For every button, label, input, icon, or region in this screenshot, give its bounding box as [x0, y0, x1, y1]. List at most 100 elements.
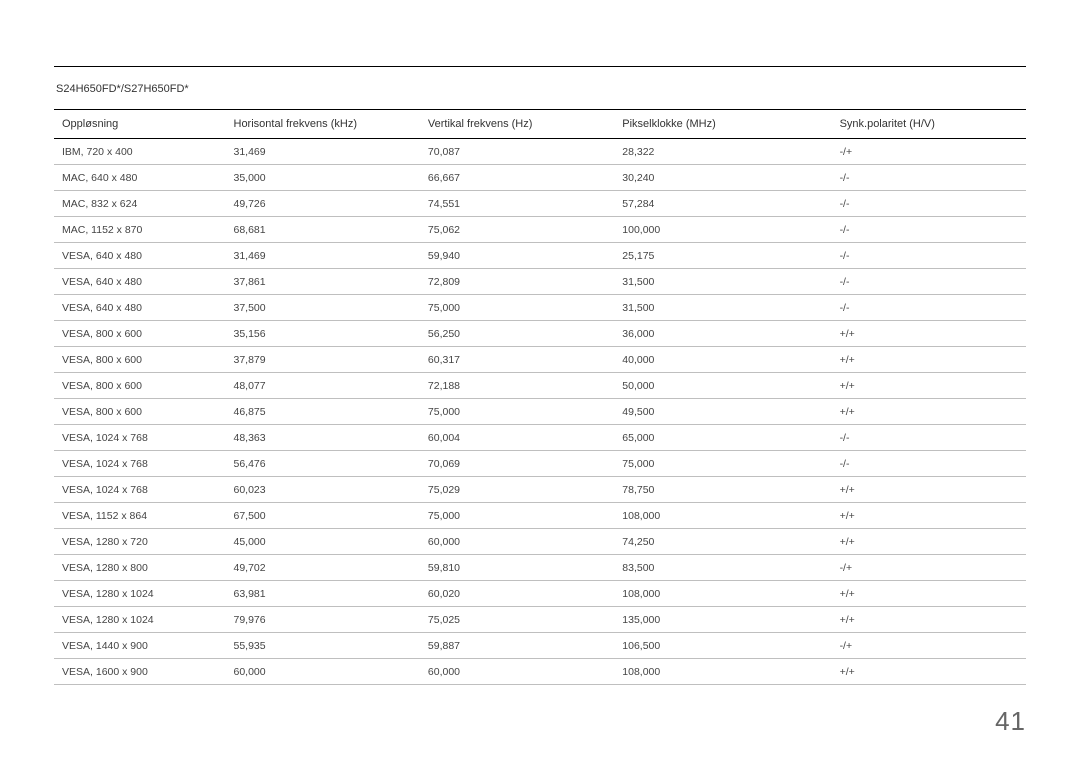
col-header-2: Vertikal frekvens (Hz)	[420, 110, 614, 139]
cell-col-2: 74,551	[420, 191, 614, 217]
cell-col-4: +/+	[832, 399, 1026, 425]
cell-col-4: +/+	[832, 373, 1026, 399]
cell-col-1: 49,702	[226, 555, 420, 581]
cell-col-4: +/+	[832, 347, 1026, 373]
cell-col-3: 65,000	[614, 425, 831, 451]
cell-col-0: MAC, 1152 x 870	[54, 217, 226, 243]
table-row: VESA, 800 x 60048,07772,18850,000+/+	[54, 373, 1026, 399]
cell-col-2: 60,020	[420, 581, 614, 607]
cell-col-2: 70,069	[420, 451, 614, 477]
cell-col-2: 70,087	[420, 139, 614, 165]
cell-col-2: 75,000	[420, 295, 614, 321]
cell-col-0: VESA, 1024 x 768	[54, 477, 226, 503]
cell-col-0: MAC, 640 x 480	[54, 165, 226, 191]
cell-col-0: VESA, 1024 x 768	[54, 425, 226, 451]
cell-col-2: 60,317	[420, 347, 614, 373]
cell-col-3: 28,322	[614, 139, 831, 165]
cell-col-2: 60,004	[420, 425, 614, 451]
cell-col-4: -/-	[832, 243, 1026, 269]
cell-col-3: 36,000	[614, 321, 831, 347]
table-row: MAC, 832 x 62449,72674,55157,284-/-	[54, 191, 1026, 217]
cell-col-3: 78,750	[614, 477, 831, 503]
table-row: VESA, 640 x 48037,86172,80931,500-/-	[54, 269, 1026, 295]
cell-col-3: 57,284	[614, 191, 831, 217]
cell-col-0: VESA, 640 x 480	[54, 269, 226, 295]
cell-col-0: VESA, 640 x 480	[54, 295, 226, 321]
cell-col-3: 31,500	[614, 295, 831, 321]
cell-col-3: 108,000	[614, 659, 831, 685]
cell-col-4: -/-	[832, 451, 1026, 477]
cell-col-0: VESA, 800 x 600	[54, 347, 226, 373]
table-row: VESA, 1280 x 80049,70259,81083,500-/+	[54, 555, 1026, 581]
cell-col-4: +/+	[832, 477, 1026, 503]
table-row: VESA, 1280 x 102479,97675,025135,000+/+	[54, 607, 1026, 633]
cell-col-1: 35,000	[226, 165, 420, 191]
cell-col-3: 40,000	[614, 347, 831, 373]
cell-col-2: 59,810	[420, 555, 614, 581]
cell-col-3: 108,000	[614, 503, 831, 529]
cell-col-0: VESA, 1600 x 900	[54, 659, 226, 685]
cell-col-2: 72,188	[420, 373, 614, 399]
cell-col-1: 31,469	[226, 139, 420, 165]
col-header-3: Pikselklokke (MHz)	[614, 110, 831, 139]
cell-col-4: -/-	[832, 191, 1026, 217]
cell-col-4: -/-	[832, 165, 1026, 191]
cell-col-4: +/+	[832, 503, 1026, 529]
cell-col-1: 67,500	[226, 503, 420, 529]
cell-col-1: 37,500	[226, 295, 420, 321]
cell-col-3: 30,240	[614, 165, 831, 191]
cell-col-1: 68,681	[226, 217, 420, 243]
cell-col-2: 75,029	[420, 477, 614, 503]
model-title: S24H650FD*/S27H650FD*	[56, 83, 1026, 95]
cell-col-0: MAC, 832 x 624	[54, 191, 226, 217]
cell-col-1: 60,000	[226, 659, 420, 685]
table-row: MAC, 640 x 48035,00066,66730,240-/-	[54, 165, 1026, 191]
table-row: VESA, 1280 x 102463,98160,020108,000+/+	[54, 581, 1026, 607]
cell-col-2: 72,809	[420, 269, 614, 295]
table-row: VESA, 640 x 48031,46959,94025,175-/-	[54, 243, 1026, 269]
cell-col-1: 31,469	[226, 243, 420, 269]
cell-col-0: VESA, 640 x 480	[54, 243, 226, 269]
cell-col-0: VESA, 1024 x 768	[54, 451, 226, 477]
cell-col-2: 56,250	[420, 321, 614, 347]
table-row: VESA, 1152 x 86467,50075,000108,000+/+	[54, 503, 1026, 529]
cell-col-1: 63,981	[226, 581, 420, 607]
cell-col-3: 75,000	[614, 451, 831, 477]
cell-col-3: 25,175	[614, 243, 831, 269]
cell-col-3: 108,000	[614, 581, 831, 607]
cell-col-0: VESA, 800 x 600	[54, 399, 226, 425]
cell-col-1: 49,726	[226, 191, 420, 217]
cell-col-2: 75,000	[420, 399, 614, 425]
cell-col-3: 135,000	[614, 607, 831, 633]
cell-col-4: +/+	[832, 581, 1026, 607]
cell-col-2: 60,000	[420, 659, 614, 685]
cell-col-4: +/+	[832, 659, 1026, 685]
cell-col-0: IBM, 720 x 400	[54, 139, 226, 165]
cell-col-1: 55,935	[226, 633, 420, 659]
cell-col-3: 50,000	[614, 373, 831, 399]
cell-col-0: VESA, 1280 x 1024	[54, 607, 226, 633]
cell-col-4: -/-	[832, 425, 1026, 451]
table-row: VESA, 640 x 48037,50075,00031,500-/-	[54, 295, 1026, 321]
cell-col-1: 37,861	[226, 269, 420, 295]
table-row: VESA, 1280 x 72045,00060,00074,250+/+	[54, 529, 1026, 555]
col-header-4: Synk.polaritet (H/V)	[832, 110, 1026, 139]
cell-col-0: VESA, 1440 x 900	[54, 633, 226, 659]
cell-col-0: VESA, 800 x 600	[54, 321, 226, 347]
cell-col-3: 100,000	[614, 217, 831, 243]
cell-col-1: 56,476	[226, 451, 420, 477]
cell-col-0: VESA, 1280 x 1024	[54, 581, 226, 607]
cell-col-4: +/+	[832, 607, 1026, 633]
cell-col-0: VESA, 1280 x 800	[54, 555, 226, 581]
cell-col-1: 35,156	[226, 321, 420, 347]
cell-col-4: -/+	[832, 139, 1026, 165]
cell-col-1: 45,000	[226, 529, 420, 555]
top-rule	[54, 66, 1026, 67]
table-row: VESA, 1600 x 90060,00060,000108,000+/+	[54, 659, 1026, 685]
cell-col-1: 79,976	[226, 607, 420, 633]
table-row: VESA, 1024 x 76856,47670,06975,000-/-	[54, 451, 1026, 477]
cell-col-2: 59,887	[420, 633, 614, 659]
cell-col-1: 48,077	[226, 373, 420, 399]
cell-col-2: 66,667	[420, 165, 614, 191]
cell-col-3: 106,500	[614, 633, 831, 659]
